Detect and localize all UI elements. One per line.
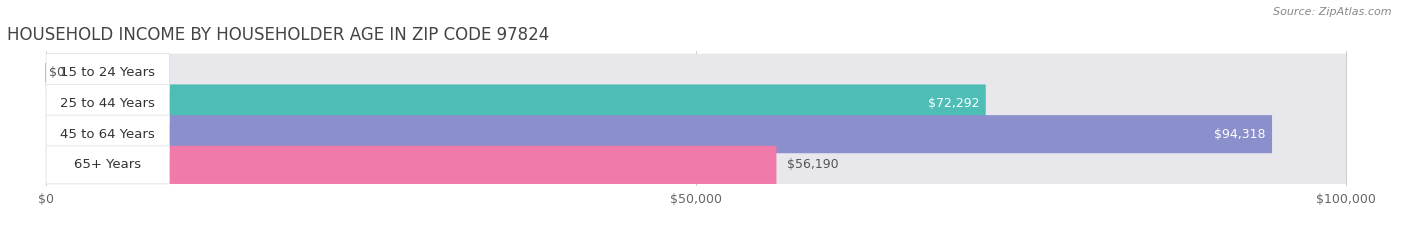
- FancyBboxPatch shape: [46, 84, 1346, 123]
- Text: $0: $0: [48, 66, 65, 79]
- FancyBboxPatch shape: [46, 115, 1272, 153]
- Text: $72,292: $72,292: [928, 97, 979, 110]
- Text: 65+ Years: 65+ Years: [75, 158, 142, 171]
- Text: 25 to 44 Years: 25 to 44 Years: [60, 97, 155, 110]
- FancyBboxPatch shape: [46, 84, 986, 123]
- FancyBboxPatch shape: [46, 54, 1346, 92]
- Text: 15 to 24 Years: 15 to 24 Years: [60, 66, 155, 79]
- FancyBboxPatch shape: [46, 115, 1346, 153]
- FancyBboxPatch shape: [46, 54, 170, 92]
- Text: HOUSEHOLD INCOME BY HOUSEHOLDER AGE IN ZIP CODE 97824: HOUSEHOLD INCOME BY HOUSEHOLDER AGE IN Z…: [7, 26, 550, 44]
- FancyBboxPatch shape: [46, 146, 170, 184]
- FancyBboxPatch shape: [46, 146, 776, 184]
- FancyBboxPatch shape: [46, 115, 170, 153]
- FancyBboxPatch shape: [46, 84, 170, 123]
- Text: 45 to 64 Years: 45 to 64 Years: [60, 128, 155, 141]
- Text: Source: ZipAtlas.com: Source: ZipAtlas.com: [1274, 7, 1392, 17]
- Text: $56,190: $56,190: [787, 158, 838, 171]
- Text: $94,318: $94,318: [1213, 128, 1265, 141]
- FancyBboxPatch shape: [46, 146, 1346, 184]
